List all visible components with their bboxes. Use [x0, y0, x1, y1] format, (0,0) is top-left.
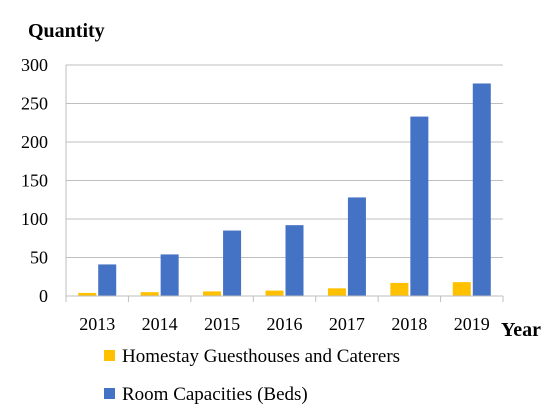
axes: [65, 65, 504, 302]
gridlines: [66, 64, 503, 258]
x-tick-label: 2014: [142, 314, 178, 334]
bar-homestay-2013: [78, 292, 97, 296]
y-tick-label: 200: [21, 132, 48, 152]
bar-room-capacity-2015: [223, 230, 242, 296]
legend: Homestay Guesthouses and Caterers Room Ca…: [104, 346, 400, 405]
bar-room-capacity-2019: [472, 83, 491, 296]
x-tick-label: 2018: [391, 314, 427, 334]
y-tick-label: 150: [21, 171, 48, 191]
bar-room-capacity-2016: [285, 225, 304, 296]
x-tick-labels: 2013 2014 2015 2016 2017 2018 2019: [79, 314, 490, 334]
legend-label: Room Capacities (Beds): [122, 384, 308, 405]
y-tick-labels: 0 50 100 150 200 250 300: [21, 55, 48, 306]
bar-homestay-2016: [265, 290, 284, 296]
legend-swatch: [104, 350, 115, 361]
y-tick-label: 50: [30, 248, 48, 268]
y-tick-label: 100: [21, 209, 48, 229]
bar-room-capacity-2017: [347, 197, 366, 296]
x-tick-label: 2016: [267, 314, 303, 334]
bar-homestay-2018: [390, 282, 409, 296]
bars: [78, 83, 491, 296]
x-axis-title: Year: [501, 319, 541, 341]
y-tick-label: 250: [21, 94, 48, 114]
y-tick-label: 300: [21, 55, 48, 75]
y-axis-title: Quantity: [28, 20, 105, 42]
x-tick-label: 2017: [329, 314, 365, 334]
bar-room-capacity-2013: [98, 264, 117, 296]
bar-homestay-2015: [203, 291, 222, 296]
bar-homestay-2017: [327, 288, 346, 296]
x-tick-label: 2019: [454, 314, 490, 334]
bar-homestay-2019: [452, 282, 471, 296]
y-tick-label: 0: [39, 286, 48, 306]
x-tick-label: 2013: [79, 314, 115, 334]
bar-room-capacity-2014: [160, 254, 179, 296]
x-tick-label: 2015: [204, 314, 240, 334]
bar-room-capacity-2018: [410, 116, 429, 296]
legend-swatch: [104, 388, 115, 399]
legend-label: Homestay Guesthouses and Caterers: [122, 346, 400, 367]
bar-homestay-2014: [140, 292, 159, 296]
